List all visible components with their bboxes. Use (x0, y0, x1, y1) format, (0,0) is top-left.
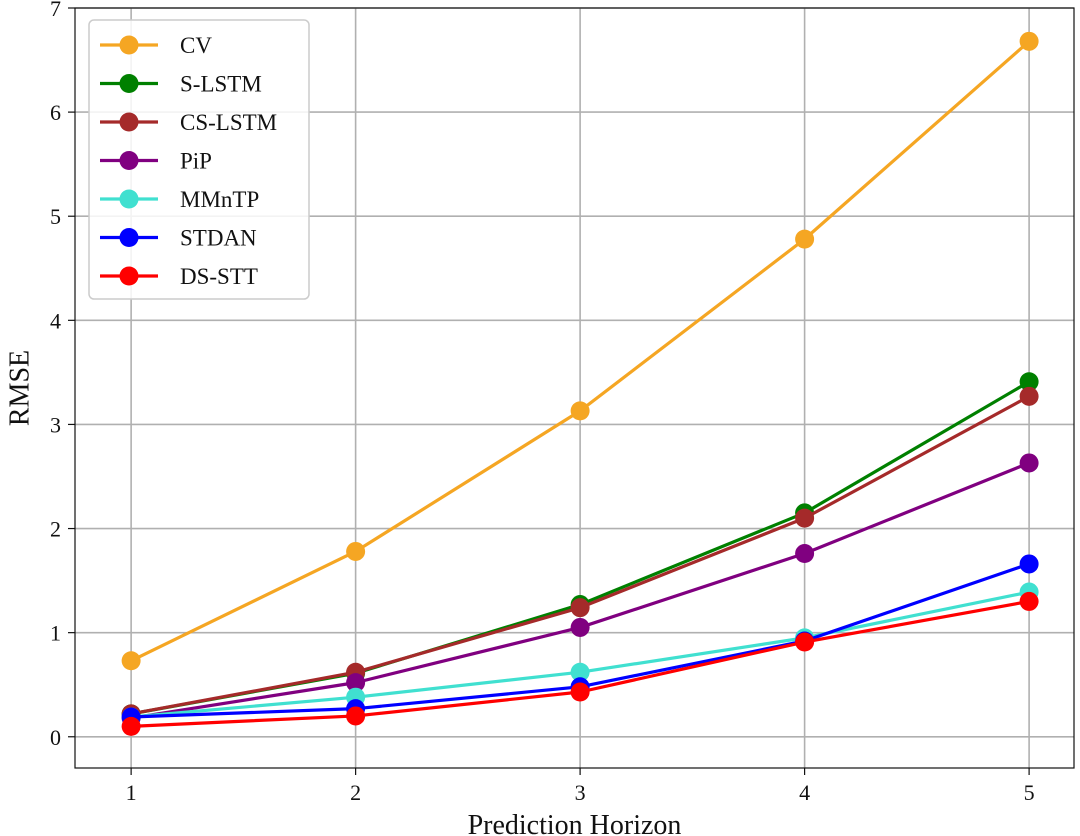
data-point-pip (1019, 453, 1039, 473)
x-tick-label: 3 (575, 780, 586, 805)
data-point-pip (570, 617, 590, 637)
x-tick-label: 5 (1024, 780, 1035, 805)
series-cv (121, 31, 1039, 671)
legend-entry-cv: CV (100, 33, 212, 58)
data-point-cs-lstm (570, 598, 590, 618)
legend-label: STDAN (180, 226, 257, 251)
y-axis-title: RMSE (4, 350, 35, 426)
y-tick-label: 7 (50, 0, 61, 21)
legend-entry-s-lstm: S-LSTM (100, 72, 262, 97)
axis-ticks: 1 2 3 4 5 0 1 2 3 4 5 6 7 (50, 0, 1035, 805)
legend-entry-mmntp: MMnTP (100, 187, 259, 212)
data-point-cs-lstm (795, 508, 815, 528)
y-tick-label: 0 (50, 725, 61, 750)
legend-marker (119, 151, 139, 170)
data-point-ds-stt (795, 632, 815, 652)
data-point-ds-stt (570, 682, 590, 702)
legend-entry-pip: PiP (100, 149, 212, 174)
data-point-pip (346, 673, 366, 693)
y-tick-label: 6 (50, 100, 61, 125)
data-point-ds-stt (1019, 591, 1039, 611)
data-point-cv (570, 401, 590, 421)
data-point-stdan (1019, 554, 1039, 574)
y-tick-label: 5 (50, 204, 61, 229)
legend-box (88, 19, 310, 300)
legend-label: DS-STT (180, 264, 258, 289)
data-point-ds-stt (346, 706, 366, 726)
legend-marker (119, 112, 139, 132)
legend-entry-stdan: STDAN (100, 226, 257, 251)
y-tick-label: 2 (50, 517, 61, 542)
data-point-cv (1019, 31, 1039, 51)
series-lines (121, 31, 1039, 736)
legend-marker (119, 74, 139, 93)
data-point-cs-lstm (1019, 386, 1039, 406)
data-point-cv (795, 229, 815, 249)
series-pip (121, 453, 1039, 728)
legend-marker (119, 228, 139, 247)
legend-entry-ds-stt: DS-STT (100, 264, 258, 289)
legend-label: CS-LSTM (180, 110, 277, 135)
x-tick-label: 4 (799, 780, 810, 805)
x-tick-label: 1 (126, 780, 137, 805)
y-tick-label: 4 (50, 308, 61, 333)
data-point-s-lstm (1019, 372, 1039, 392)
legend-label: MMnTP (180, 187, 259, 212)
legend-entry-cs-lstm: CS-LSTM (100, 110, 277, 135)
series-ds-stt (121, 591, 1039, 736)
y-tick-label: 1 (50, 621, 61, 646)
data-point-ds-stt (121, 716, 141, 736)
data-point-cv (346, 541, 366, 561)
data-point-pip (795, 544, 815, 564)
data-point-cv (121, 651, 141, 671)
y-tick-label: 3 (50, 412, 61, 437)
x-tick-label: 2 (350, 780, 361, 805)
legend-label: PiP (180, 149, 212, 174)
legend-marker (119, 35, 139, 55)
legend-label: S-LSTM (180, 72, 262, 97)
x-axis-title: Prediction Horizon (468, 810, 682, 836)
plot-frame (74, 7, 1075, 769)
legend-marker (119, 189, 139, 209)
data-point-mmntp (570, 662, 590, 682)
legend-label: CV (180, 33, 212, 58)
legend: CV S-LSTM CS-LSTM PiP MMnTP STDAN DS-STT (88, 19, 310, 300)
legend-marker (119, 266, 139, 286)
